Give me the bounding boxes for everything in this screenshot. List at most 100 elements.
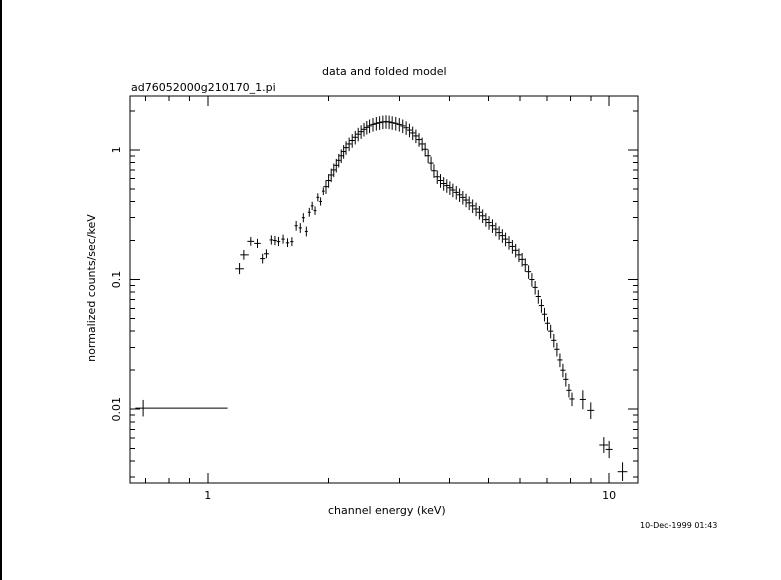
data-point — [456, 188, 463, 203]
data-point — [328, 168, 334, 183]
data-point — [444, 179, 450, 193]
data-point — [605, 440, 613, 459]
data-point — [502, 232, 509, 247]
data-point — [285, 238, 290, 248]
data-point — [434, 170, 440, 184]
data-point — [428, 156, 434, 171]
data-point — [269, 235, 274, 245]
data-point — [364, 120, 370, 135]
data-point — [466, 196, 472, 211]
y-tick-label: 0.1 — [110, 271, 123, 289]
data-point — [450, 183, 456, 198]
data-point — [538, 299, 545, 313]
data-point — [535, 290, 541, 304]
data-point — [410, 126, 416, 141]
data-point — [298, 223, 302, 233]
data-point — [486, 216, 492, 230]
data-point — [343, 141, 349, 155]
data-point — [569, 392, 575, 407]
data-point — [393, 116, 399, 131]
data-point — [294, 220, 298, 231]
data-point — [276, 236, 281, 247]
data-point — [548, 324, 554, 339]
window-left-edge — [0, 0, 2, 580]
data-point — [313, 206, 317, 215]
data-point — [325, 174, 332, 188]
data-point — [323, 180, 329, 194]
data-point — [551, 333, 557, 348]
data-point — [316, 193, 320, 202]
data-point — [522, 258, 528, 272]
data-point — [240, 249, 249, 260]
data-point — [273, 235, 277, 246]
plot-frame — [129, 95, 639, 484]
data-point — [453, 185, 459, 200]
chart-title: data and folded model — [322, 65, 447, 78]
data-point — [544, 316, 551, 331]
data-point — [425, 149, 431, 163]
data-point — [506, 236, 512, 250]
data-point — [389, 116, 395, 130]
data-point — [519, 253, 525, 267]
data-point — [557, 353, 563, 368]
data-point — [554, 342, 560, 357]
y-tick-label: 1 — [110, 146, 123, 153]
data-point — [254, 238, 261, 249]
data-point — [437, 174, 444, 188]
data-point — [380, 115, 386, 130]
data-point — [263, 249, 269, 259]
data-point — [532, 280, 538, 295]
data-point — [516, 248, 522, 263]
data-point — [483, 213, 489, 227]
data-point — [493, 222, 499, 237]
data-point — [496, 226, 502, 240]
data-point — [441, 177, 447, 191]
data-point — [431, 164, 437, 178]
data-point — [281, 234, 285, 244]
data-point — [473, 202, 479, 217]
data-point — [476, 205, 482, 220]
data-point — [135, 399, 228, 417]
data-point — [470, 199, 476, 214]
x-tick-label: 10 — [602, 489, 616, 502]
data-point — [406, 123, 413, 138]
data-point — [235, 263, 244, 275]
chart-subtitle: ad76052000g210170_1.pi — [131, 81, 276, 94]
data-point — [403, 121, 409, 135]
data-point — [290, 237, 294, 247]
data-point — [529, 273, 535, 287]
data-point — [376, 116, 383, 130]
data-point — [373, 116, 379, 131]
data-point — [599, 437, 609, 453]
data-point — [447, 181, 453, 195]
data-point — [301, 213, 305, 223]
data-point — [413, 129, 419, 144]
data-point — [361, 122, 367, 137]
data-point — [321, 187, 325, 196]
data-point — [319, 197, 322, 206]
data-point — [355, 127, 361, 142]
data-point — [422, 142, 428, 157]
timestamp: 10-Dec-1999 01:43 — [640, 521, 718, 530]
data-point — [513, 243, 519, 258]
data-point — [400, 119, 406, 134]
data-point — [304, 226, 308, 237]
data-point — [499, 229, 505, 243]
data-point — [247, 236, 255, 246]
data-point — [386, 115, 392, 130]
data-point — [509, 240, 515, 254]
x-tick-label: 1 — [204, 489, 211, 502]
data-point — [331, 163, 337, 178]
x-axis-label: channel energy (keV) — [328, 504, 446, 517]
data-point — [358, 125, 364, 139]
y-tick-label: 0.01 — [110, 397, 123, 422]
data-point — [349, 134, 355, 148]
data-point — [416, 133, 422, 147]
data-point — [560, 363, 566, 378]
data-point — [307, 207, 311, 217]
data-point — [333, 158, 339, 173]
data-point — [463, 193, 469, 208]
data-point — [541, 307, 548, 322]
data-point — [563, 372, 569, 387]
